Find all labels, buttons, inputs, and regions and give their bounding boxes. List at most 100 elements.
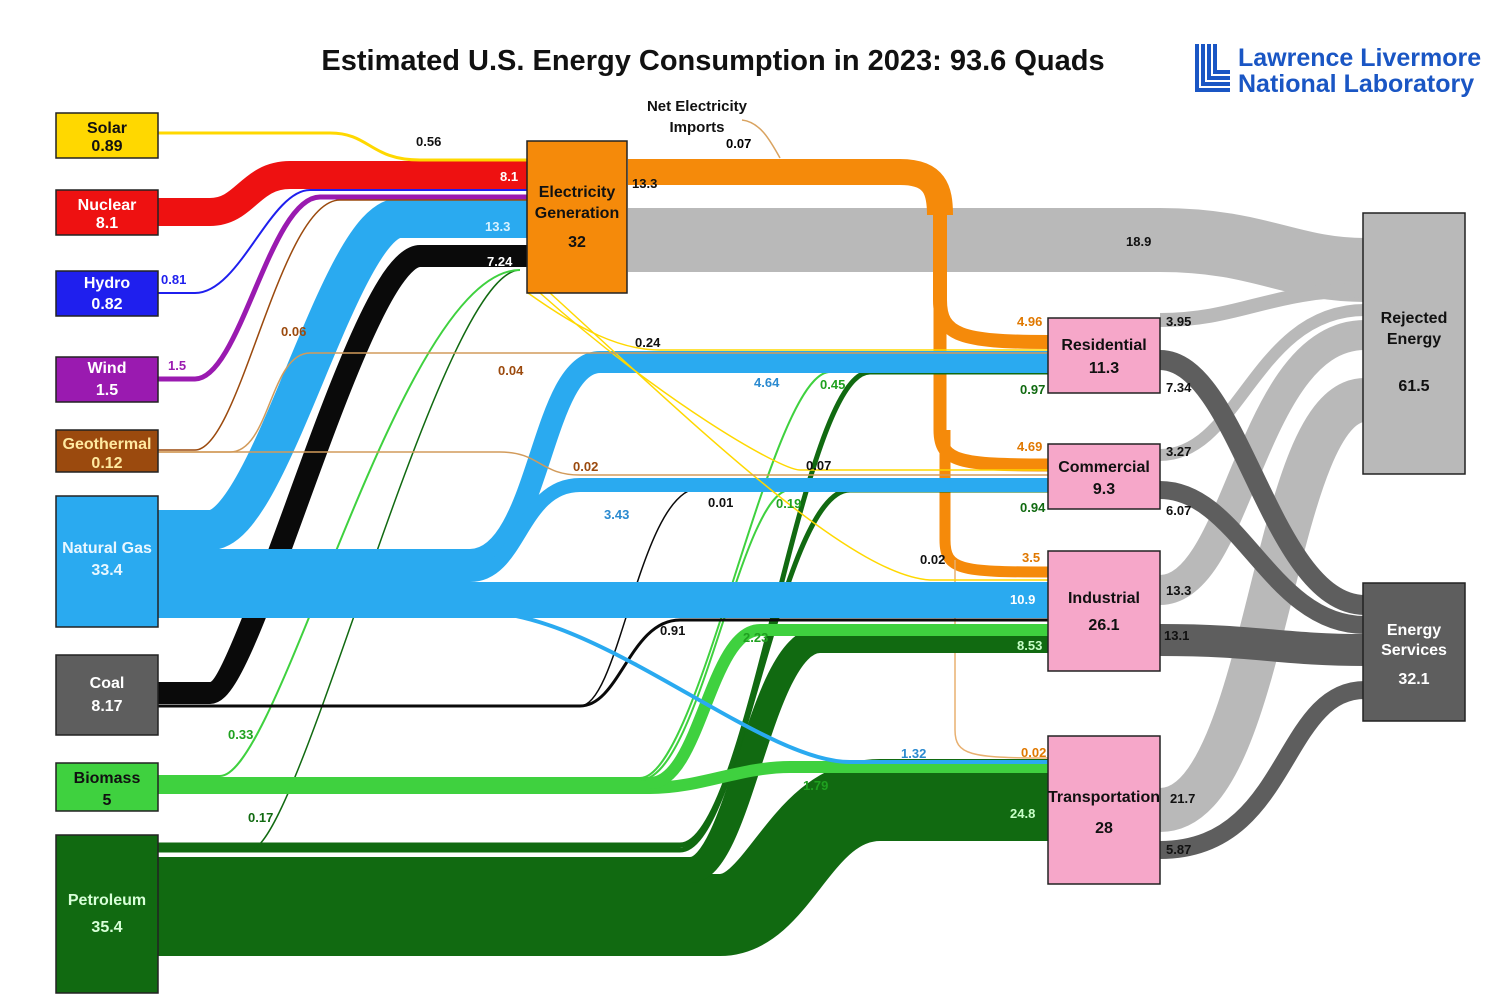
sector-transportation-text-1: Transportation — [1048, 789, 1160, 806]
source-nuclear-rect — [55, 189, 159, 236]
sector-industrial: Industrial 26.1 — [1047, 550, 1161, 672]
source-wind: Wind 1.5 — [55, 356, 159, 403]
sector-residential: Residential 11.3 — [1047, 317, 1161, 394]
flow-geo-com — [158, 451, 1048, 476]
flow-label-elec-out: 13.3 — [632, 176, 657, 191]
source-coal-text-2: 8.17 — [91, 698, 122, 715]
source-hydro-text-2: 0.82 — [91, 296, 122, 313]
flow-ng-tra — [158, 610, 1048, 764]
electricity-generation-rect — [526, 140, 628, 294]
electricity-generation: Electricity Generation 32 — [526, 140, 628, 294]
flow-label-ng-com: 3.43 — [604, 507, 629, 522]
flow-solar-res — [527, 292, 1048, 351]
flow-label-ind-svc: 13.1 — [1164, 628, 1189, 643]
sink-rejected-energy: Rejected Energy 61.5 — [1362, 212, 1466, 475]
source-wind-rect — [55, 356, 159, 403]
source-natgas: Natural Gas 33.4 — [55, 495, 159, 628]
flow-label-geo-com: 0.02 — [573, 459, 598, 474]
flow-label-ind-rej: 13.3 — [1166, 583, 1191, 598]
flow-label-res-rej: 3.95 — [1166, 314, 1191, 329]
source-nuclear-text-2: 8.1 — [96, 215, 118, 232]
sector-industrial-rect — [1047, 550, 1161, 672]
flow-label-ng-tra: 1.32 — [901, 746, 926, 761]
sector-industrial-text-1: Industrial — [1068, 590, 1140, 607]
flow-label-coal-com: 0.01 — [708, 495, 733, 510]
flow-label-geo-res: 0.04 — [498, 363, 524, 378]
flow-bio-com — [158, 489, 1048, 781]
node-boxes: Solar0.89Nuclear8.1Hydro0.82Wind1.5Geoth… — [55, 112, 1466, 994]
flow-label-coal-ind: 0.91 — [660, 623, 685, 638]
flow-bands — [158, 131, 1369, 956]
source-natgas-text-1: Natural Gas — [62, 540, 152, 557]
electricity-generation-text-1: Electricity — [539, 184, 616, 201]
source-biomass-text-1: Biomass — [74, 770, 141, 787]
flow-label-nuc-elec: 8.1 — [500, 169, 518, 184]
flow-pet-ind — [158, 627, 1048, 883]
source-wind-text-1: Wind — [88, 360, 127, 377]
source-natgas-text-2: 33.4 — [91, 562, 122, 579]
sector-transportation-text-2: 28 — [1095, 820, 1113, 837]
sink-rejected-energy-text-3: 61.5 — [1398, 378, 1429, 395]
net-imports-line1: Net Electricity — [647, 98, 748, 115]
flow-label-ng-elec: 13.3 — [485, 219, 510, 234]
flow-label-hydro-elec: 0.81 — [161, 272, 186, 287]
flow-label-pet-tra: 24.8 — [1010, 806, 1035, 821]
source-coal-rect — [55, 654, 159, 736]
flow-label-el-res: 4.96 — [1017, 314, 1042, 329]
flow-coal-ind — [158, 618, 1048, 708]
net-imports-connector — [741, 119, 781, 159]
source-biomass-rect — [55, 762, 159, 812]
flow-label-tra-rej: 21.7 — [1170, 791, 1195, 806]
sink-energy-services-text-1: Energy — [1387, 622, 1441, 639]
flow-value-labels: 0.56 8.1 0.81 1.5 0.06 0.04 0.02 13.3 7.24 13.3 18… — [161, 134, 1195, 857]
flow-bio-elec — [158, 269, 521, 777]
flow-elec-tra — [954, 560, 1049, 759]
flow-bio-res — [158, 371, 1048, 779]
flow-coal-elec — [158, 245, 528, 704]
flow-wind-elec — [158, 194, 528, 382]
sector-transportation: Transportation 28 — [1047, 735, 1161, 885]
flow-label-coal-elec: 7.24 — [487, 254, 513, 269]
flow-label-tra-svc: 5.87 — [1166, 842, 1191, 857]
source-nuclear-text-1: Nuclear — [78, 197, 137, 214]
electricity-generation-text-3: 32 — [568, 234, 586, 251]
flow-label-bio-res: 0.45 — [820, 377, 845, 392]
flow-bio-ind — [158, 624, 1048, 789]
flow-label-pet-elec: 0.17 — [248, 810, 273, 825]
source-wind-text-2: 1.5 — [96, 382, 118, 399]
flow-tra-rejected — [1156, 378, 1369, 832]
source-petroleum-text-1: Petroleum — [68, 892, 146, 909]
flow-label-pet-ind: 8.53 — [1017, 638, 1042, 653]
flow-geo-res — [158, 352, 1048, 453]
flow-ng-com — [158, 478, 1048, 582]
sector-commercial-text-1: Commercial — [1058, 459, 1150, 476]
flow-label-com-rej: 3.27 — [1166, 444, 1191, 459]
flow-label-el-tra: 0.02 — [1021, 745, 1046, 760]
flow-label-com-svc: 6.07 — [1166, 503, 1191, 518]
sink-energy-services-rect — [1362, 582, 1466, 722]
flow-label-el-com: 4.69 — [1017, 439, 1042, 454]
source-geothermal-text-1: Geothermal — [63, 436, 152, 453]
sector-transportation-rect — [1047, 735, 1161, 885]
flow-ind-services — [1159, 624, 1366, 666]
flow-label-wind-elec: 1.5 — [168, 358, 186, 373]
flow-com-rejected — [1159, 304, 1366, 461]
llnl-logo-icon — [1195, 44, 1230, 92]
flow-label-bio-ind: 2.23 — [743, 630, 768, 645]
flow-label-solar-res: 0.24 — [635, 335, 661, 350]
flow-label-el-ind: 3.5 — [1022, 550, 1040, 565]
net-imports-value: 0.07 — [726, 136, 751, 151]
flow-tra-services — [1159, 681, 1366, 859]
flow-label-solar-elec: 0.56 — [416, 134, 441, 149]
flow-com-services — [1159, 481, 1366, 634]
source-petroleum: Petroleum 35.4 — [55, 834, 159, 994]
source-petroleum-rect — [55, 834, 159, 994]
flow-elec-rejected — [628, 208, 1366, 302]
flow-label-solar-com: 0.07 — [806, 458, 831, 473]
sink-energy-services: Energy Services 32.1 — [1362, 582, 1466, 722]
flow-label-bio-com: 0.19 — [776, 496, 801, 511]
sector-commercial: Commercial 9.3 — [1047, 443, 1161, 510]
sink-rejected-energy-text-1: Rejected — [1381, 310, 1448, 327]
sector-residential-rect — [1047, 317, 1161, 394]
